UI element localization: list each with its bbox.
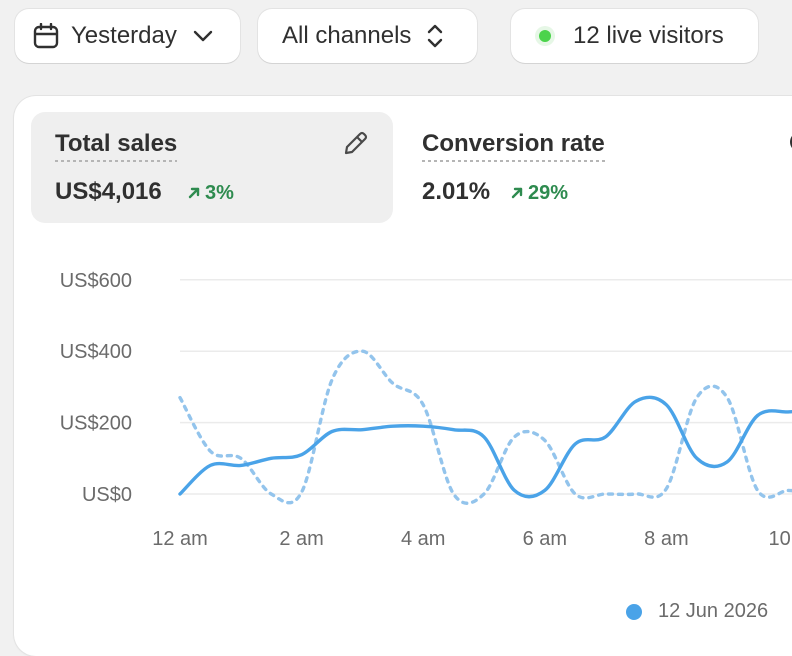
metric-value: US$4,016 [55,178,162,205]
channel-label: All channels [282,22,412,49]
y-tick-label: US$200 [60,413,132,435]
metric-change-value: 29% [528,182,569,204]
legend-swatch [626,603,642,620]
arrow-up-right-icon [511,187,523,199]
x-tick-label: 6 am [523,528,567,550]
date-range-label: Yesterday [71,22,177,49]
y-tick-label: US$400 [60,341,132,363]
metric-total-sales[interactable]: Total sales US$4,016 3% [31,112,393,223]
x-tick-label: 10 a [769,528,792,550]
live-visitors-button[interactable]: 12 live visitors [511,9,758,63]
pencil-icon[interactable] [341,130,369,158]
metric-change: 3% [187,182,234,205]
series-comparison-line [178,349,792,505]
channel-selector[interactable]: All channels [258,9,477,63]
next-metric-peek [790,132,792,152]
live-visitors-label: 12 live visitors [573,22,724,49]
metric-value: 2.01% [422,178,491,205]
series-current-line [178,395,792,499]
chevron-down-icon [193,30,213,42]
metric-change: 29% [510,182,568,205]
x-tick-label: 8 am [644,528,688,550]
y-tick-label: US$0 [82,484,132,506]
live-status-dot-icon [535,26,555,46]
metric-title[interactable]: Conversion rate [422,130,605,162]
y-tick-label: US$600 [60,270,132,292]
calendar-icon [33,23,59,49]
x-tick-label: 4 am [401,528,445,550]
arrow-up-right-icon [188,187,200,199]
metric-title[interactable]: Total sales [55,130,178,162]
x-tick-label: 2 am [279,528,323,550]
metric-change-value: 3% [205,182,234,204]
date-range-dropdown[interactable]: Yesterday [15,9,240,63]
legend-label: 12 Jun 2026 [658,600,769,622]
chevron-up-down-icon [428,24,443,48]
analytics-card: Total sales US$4,016 3% Conversion rate … [14,96,792,656]
chart-legend: 12 Jun 2026 [626,600,768,623]
sales-line-chart: US$600 US$400 US$200 US$0 12 am 2 am 4 am 6 am… [60,270,792,550]
metric-conversion-rate[interactable]: Conversion rate 2.01% 29% [406,112,768,223]
x-tick-label: 12 am [152,528,208,550]
